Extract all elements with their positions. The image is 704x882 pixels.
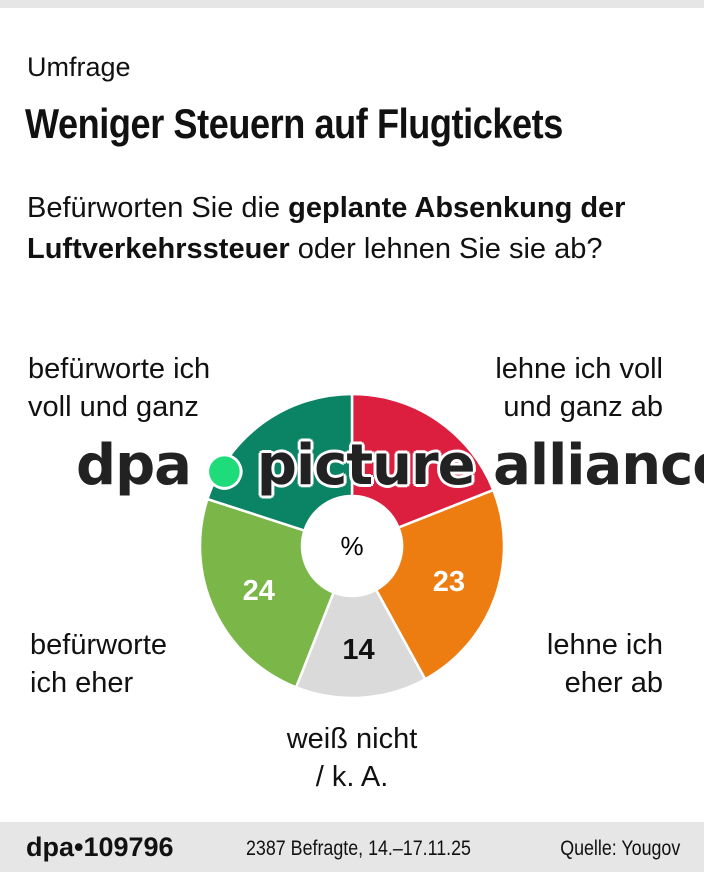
donut-slice — [374, 488, 506, 681]
center-label: % — [340, 531, 363, 561]
label-line: lehne ich — [546, 629, 663, 661]
watermark-right: picture alliance — [256, 433, 704, 498]
label-line: befürworte — [30, 629, 168, 661]
label-line: eher ab — [564, 667, 663, 699]
question-post: oder lehnen Sie sie ab? — [289, 233, 603, 265]
label-green: befürworte ich eher — [30, 626, 167, 702]
label-line: weiß nicht — [286, 723, 418, 755]
kicker: Umfrage — [27, 52, 131, 82]
label-grey: weiß nicht / k. A. — [252, 720, 452, 796]
graphic-id: dpa•109796 — [26, 832, 174, 862]
donut-slice — [350, 392, 495, 530]
label-orange: lehne ich eher ab — [547, 626, 663, 702]
label-line: lehne ich voll — [495, 353, 663, 385]
label-red: lehne ich voll und ganz ab — [495, 350, 663, 426]
question-pre: Befürworten Sie die — [27, 192, 289, 224]
watermark: dpa ● picture alliance — [76, 436, 704, 499]
top-bar — [0, 0, 704, 8]
survey-meta: 2387 Befragte, 14.–17.11.25 — [246, 837, 471, 860]
watermark-dot-icon: ● — [206, 445, 242, 492]
chart-title: Weniger Steuern auf Flugtickets — [25, 100, 563, 147]
question-bold: geplante Absenkung der Luftverkehrssteue… — [27, 192, 626, 265]
donut-slice — [205, 392, 354, 533]
source: Quelle: Yougov — [559, 837, 680, 860]
label-line: / k. A. — [315, 761, 389, 793]
label-line: ich eher — [30, 667, 134, 699]
data-label: 14 — [342, 634, 374, 666]
label-teal: befürworte ich voll und ganz — [28, 350, 210, 426]
donut-slice — [294, 588, 427, 700]
footer: dpa•109796 2387 Befragte, 14.–17.11.25 Q… — [0, 822, 704, 872]
donut-slice — [198, 497, 336, 689]
data-label: 24 — [243, 575, 275, 607]
label-line: befürworte ich — [28, 353, 211, 385]
label-line: voll und ganz — [28, 391, 199, 423]
question: Befürworten Sie die geplante Absenkung d… — [27, 188, 697, 270]
label-line: und ganz ab — [503, 391, 663, 423]
watermark-left: dpa — [76, 433, 192, 498]
data-label: 23 — [433, 566, 465, 598]
